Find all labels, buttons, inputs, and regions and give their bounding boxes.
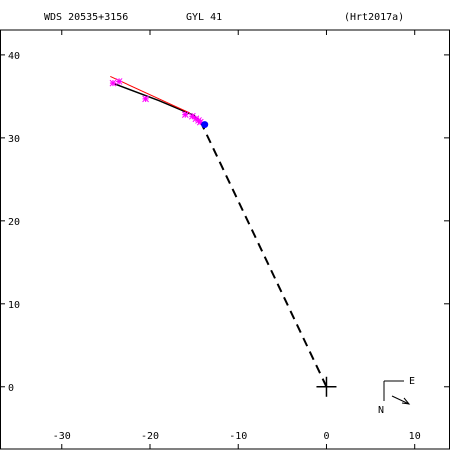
x-tick-label: 0 xyxy=(323,431,329,442)
y-tick-label: 40 xyxy=(8,51,20,62)
compass-north-label: N xyxy=(378,405,384,416)
x-tick-label: 10 xyxy=(409,431,421,442)
residual-line xyxy=(110,76,190,114)
compass-east-label: E xyxy=(409,376,415,387)
observation-mark-d2 xyxy=(115,78,123,85)
compass-rose: E N xyxy=(378,376,415,416)
x-tick-label: -30 xyxy=(53,431,71,442)
wds-identifier: WDS 20535+3156 xyxy=(44,12,128,23)
observation-mark-d2 xyxy=(188,112,196,120)
current-position-marker xyxy=(201,121,209,129)
plot-frame xyxy=(0,29,450,450)
plot-data xyxy=(109,76,337,397)
axis-ticks: -30 -20 -10 0 10 0 10 20 30 40 xyxy=(0,30,449,449)
observation-mark-d2 xyxy=(196,118,204,126)
line-of-nodes xyxy=(200,122,328,388)
observation-mark-d2 xyxy=(192,115,200,123)
observation-mark-d2 xyxy=(109,79,117,87)
observation-point xyxy=(115,78,123,85)
header: WDS 20535+3156 GYL 41 (Hrt2017a) xyxy=(44,12,404,23)
observation-point xyxy=(181,111,189,118)
observation-mark-d2 xyxy=(181,111,189,118)
observation-mark-d2 xyxy=(142,95,149,103)
y-tick-label: 20 xyxy=(8,217,20,228)
orbit-reference: (Hrt2017a) xyxy=(344,12,404,23)
x-tick-label: -10 xyxy=(229,431,247,442)
y-tick-label: 0 xyxy=(8,383,14,394)
discoverer-designation: GYL 41 xyxy=(186,12,222,23)
y-tick-label: 30 xyxy=(8,134,20,145)
observation-point xyxy=(142,95,149,103)
observation-point xyxy=(109,79,117,87)
motion-arrowhead xyxy=(401,397,411,405)
x-tick-label: -20 xyxy=(141,431,159,442)
y-tick-label: 10 xyxy=(8,300,20,311)
motion-direction-arrow xyxy=(391,395,410,405)
